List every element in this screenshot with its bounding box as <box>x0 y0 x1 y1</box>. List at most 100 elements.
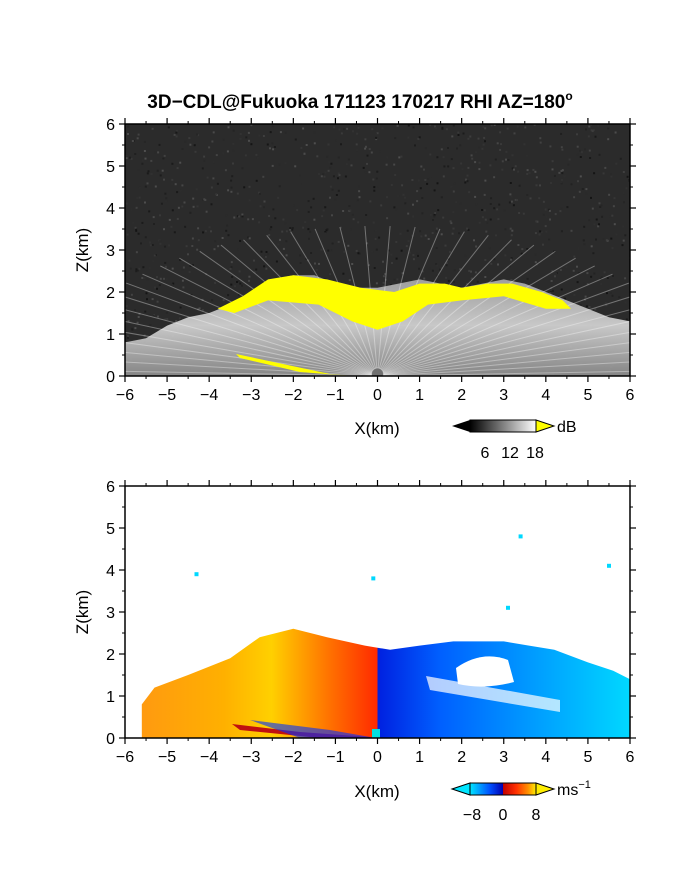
noise-pixel <box>377 185 380 188</box>
noise-pixel <box>269 228 272 231</box>
noise-pixel <box>135 268 138 271</box>
noise-pixel <box>130 157 133 160</box>
noise-pixel <box>405 245 408 248</box>
noise-pixel <box>274 217 277 220</box>
x-tick-label: −1 <box>326 749 344 766</box>
noise-pixel <box>548 208 551 211</box>
noise-pixel <box>622 239 625 242</box>
noise-pixel <box>247 131 250 134</box>
x-tick-label: −3 <box>242 387 260 404</box>
radial-ray <box>377 331 630 376</box>
noise-pixel <box>456 147 458 150</box>
noise-pixel <box>497 218 500 221</box>
noise-pixel <box>268 215 271 217</box>
noise-pixel <box>561 179 563 181</box>
noise-pixel <box>478 221 481 224</box>
radial-ray <box>377 282 629 376</box>
noise-pixel <box>282 218 285 221</box>
noise-pixel <box>378 236 381 239</box>
noise-pixel <box>373 186 376 189</box>
noise-pixel <box>582 239 585 242</box>
noise-pixel <box>129 267 132 270</box>
noise-pixel <box>594 308 597 311</box>
noise-pixel <box>125 305 128 308</box>
x-tick-label: −2 <box>284 387 302 404</box>
noise-pixel <box>372 221 375 224</box>
noise-pixel <box>318 173 320 175</box>
noise-pixel <box>382 281 385 284</box>
noise-pixel <box>366 162 368 165</box>
noise-pixel <box>423 168 425 171</box>
noise-pixel <box>624 234 627 237</box>
noise-pixel <box>307 228 310 231</box>
noise-pixel <box>597 225 600 228</box>
noise-pixel <box>459 144 462 147</box>
noise-pixel <box>381 285 384 288</box>
noise-pixel <box>576 133 578 136</box>
colorbar-tick-label: 18 <box>526 445 544 462</box>
y-tick-label: 4 <box>106 563 115 580</box>
noise-pixel <box>478 161 481 164</box>
noise-pixel <box>597 124 600 127</box>
noise-pixel <box>183 201 186 204</box>
noise-pixel <box>384 278 387 281</box>
noise-pixel <box>570 183 573 186</box>
noise-pixel <box>591 130 594 133</box>
noise-pixel <box>271 125 274 128</box>
noise-pixel <box>339 226 342 229</box>
noise-pixel <box>231 275 234 278</box>
noise-pixel <box>508 201 511 204</box>
noise-pixel <box>326 228 329 231</box>
noise-pixel <box>439 268 441 271</box>
noise-pixel <box>598 208 601 211</box>
radial-ray <box>377 370 630 376</box>
x-tick-label: 3 <box>499 387 508 404</box>
noise-pixel <box>566 206 569 209</box>
noise-pixel <box>165 197 168 200</box>
noise-pixel <box>576 281 579 284</box>
noise-pixel <box>164 265 167 268</box>
noise-pixel <box>400 249 403 252</box>
noise-pixel <box>370 151 373 154</box>
noise-pixel <box>602 172 605 175</box>
noise-pixel <box>126 233 129 236</box>
noise-pixel <box>613 223 616 226</box>
noise-pixel <box>132 221 135 224</box>
noise-pixel <box>150 159 153 162</box>
noise-pixel <box>138 267 141 270</box>
noise-pixel <box>418 267 421 270</box>
noise-pixel <box>195 188 198 191</box>
noise-pixel <box>333 126 336 129</box>
x-tick-label: −6 <box>116 749 134 766</box>
colorbar-tick-label: 12 <box>501 445 519 462</box>
noise-pixel <box>429 213 432 216</box>
noise-pixel <box>147 170 150 173</box>
noise-pixel <box>490 197 493 200</box>
noise-pixel <box>581 188 584 190</box>
noise-pixel <box>217 245 220 248</box>
noise-pixel <box>284 222 287 225</box>
noise-pixel <box>248 237 251 240</box>
noise-pixel <box>435 263 438 265</box>
noise-pixel <box>598 223 600 226</box>
noise-pixel <box>278 185 281 188</box>
noise-pixel <box>134 226 137 229</box>
noise-pixel <box>375 282 378 285</box>
noise-pixel <box>181 184 184 187</box>
radial-ray <box>179 257 378 376</box>
noise-pixel <box>583 282 586 285</box>
noise-pixel <box>560 181 563 184</box>
noise-pixel <box>278 163 281 166</box>
noise-pixel <box>468 191 471 194</box>
colorbar-tick-label: 0 <box>499 807 508 824</box>
noise-pixel <box>417 254 419 257</box>
noise-pixel <box>538 197 541 200</box>
noise-pixel <box>324 232 327 235</box>
noise-pixel <box>135 251 138 254</box>
noise-pixel <box>442 175 445 178</box>
velocity-colorbar: ms−1 −8 0 8 <box>450 779 591 824</box>
noise-pixel <box>327 143 330 146</box>
noise-pixel <box>524 126 527 129</box>
noise-pixel <box>352 218 355 221</box>
noise-pixel <box>452 211 455 214</box>
